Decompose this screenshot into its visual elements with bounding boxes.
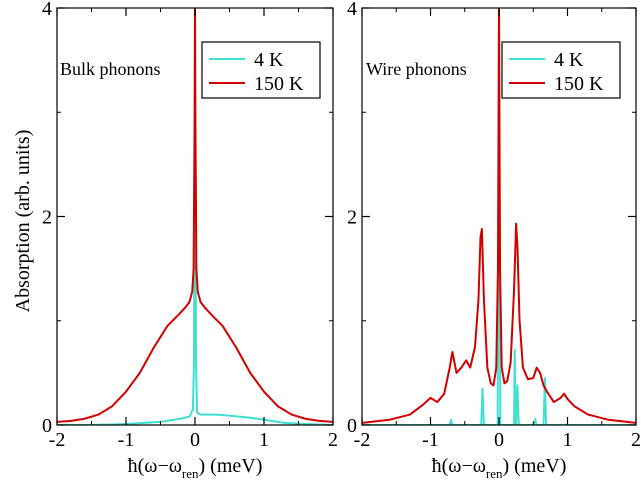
x-tick-label: 2 [631, 429, 641, 451]
y-tick-label: 2 [42, 207, 52, 229]
y-tick-label: 0 [42, 415, 52, 437]
y-tick-label: 4 [347, 0, 357, 20]
panel-wire: -2 -1 0 1 2 0 2 4 ħ(ω−ωren) (meV) Wire phonons 4 K… [347, 0, 641, 481]
x-tick-label: 1 [259, 429, 269, 451]
x-tick-label: 2 [328, 429, 338, 451]
legend-box [501, 41, 621, 99]
x-tick-label: -1 [422, 429, 439, 451]
series-line-4-k [362, 8, 636, 425]
x-tick-label: -1 [118, 429, 135, 451]
x-tick-label: -2 [49, 429, 66, 451]
legend-label: 150 K [254, 73, 304, 95]
y-tick-label: 4 [42, 0, 52, 20]
panel-bulk: -2 -1 0 1 2 0 2 4 ħ(ω−ωren) (meV) Bulk phonons 4 K… [42, 0, 338, 481]
panel-label: Bulk phonons [60, 59, 161, 79]
legend-label: 150 K [554, 73, 604, 95]
y-tick-label: 0 [347, 415, 357, 437]
x-axis-label: ħ(ω−ωren) (meV) [128, 455, 263, 481]
x-tick-label: 0 [494, 429, 504, 451]
series-line-150-k [362, 8, 636, 424]
x-tick-label: 1 [563, 429, 573, 451]
y-axis-label: Absorption (arb. units) [12, 130, 34, 313]
legend-label: 4 K [554, 49, 584, 71]
x-tick-label: 0 [190, 429, 200, 451]
plot-area [57, 8, 333, 425]
x-axis-label: ħ(ω−ωren) (meV) [432, 455, 567, 481]
legend-box [201, 41, 321, 99]
legend-label: 4 K [254, 49, 284, 71]
x-tick-label: -2 [354, 429, 371, 451]
y-tick-label: 2 [347, 207, 357, 229]
plot-area [362, 8, 636, 425]
series-line-150-k [57, 8, 333, 423]
panel-label: Wire phonons [366, 59, 467, 79]
